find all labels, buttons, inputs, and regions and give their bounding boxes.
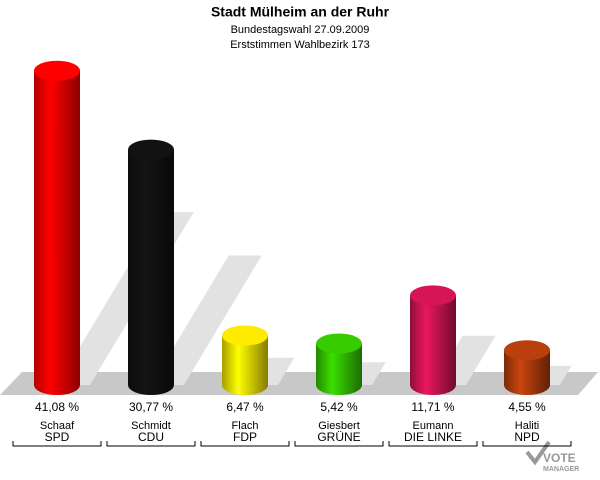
label-bracket	[482, 441, 572, 447]
value-label: 5,42 %	[320, 400, 358, 414]
bar-top	[128, 139, 174, 160]
value-label: 4,55 %	[508, 400, 546, 414]
x-tick-label: DIE LINKE	[404, 430, 462, 444]
bar-top	[410, 285, 456, 306]
chart-subtitle: Erststimmen Wahlbezirk 173	[230, 39, 370, 51]
value-label: 30,77 %	[129, 400, 173, 414]
bar	[34, 70, 80, 385]
bar-top	[504, 340, 550, 361]
x-tick-label: NPD	[514, 430, 540, 444]
bar	[410, 295, 456, 385]
bar-top	[222, 325, 268, 346]
x-tick-label: SPD	[45, 430, 70, 444]
logo-check	[525, 440, 551, 466]
value-label: 6,47 %	[226, 400, 264, 414]
chart-title: Stadt Mülheim an der Ruhr	[211, 4, 390, 20]
value-label: 11,71 %	[411, 400, 454, 414]
candidate-label: Flach	[232, 420, 259, 432]
candidate-label: Schmidt	[131, 420, 171, 432]
x-tick-label: FDP	[233, 430, 257, 444]
label-bracket	[106, 441, 196, 447]
chart-subtitle: Bundestagswahl 27.09.2009	[231, 24, 370, 36]
label-bracket	[200, 441, 290, 447]
candidate-label: Giesbert	[318, 420, 360, 432]
label-bracket	[294, 441, 384, 447]
bar-top	[316, 333, 362, 354]
bar-top	[34, 60, 80, 81]
bar	[128, 149, 174, 385]
logo: VOTE MANAGER	[525, 440, 579, 473]
candidate-label: Haliti	[515, 420, 539, 432]
logo-text: MANAGER	[543, 466, 579, 473]
label-bracket	[388, 441, 478, 447]
logo-text: VOTE	[543, 451, 576, 465]
x-tick-label: CDU	[138, 430, 164, 444]
candidate-label: Schaaf	[40, 420, 75, 432]
label-bracket	[12, 441, 102, 447]
candidate-label: Eumann	[413, 420, 454, 432]
x-tick-label: GRÜNE	[317, 430, 360, 444]
value-label: 41,08 %	[35, 400, 79, 414]
bar-shadow	[151, 255, 262, 385]
